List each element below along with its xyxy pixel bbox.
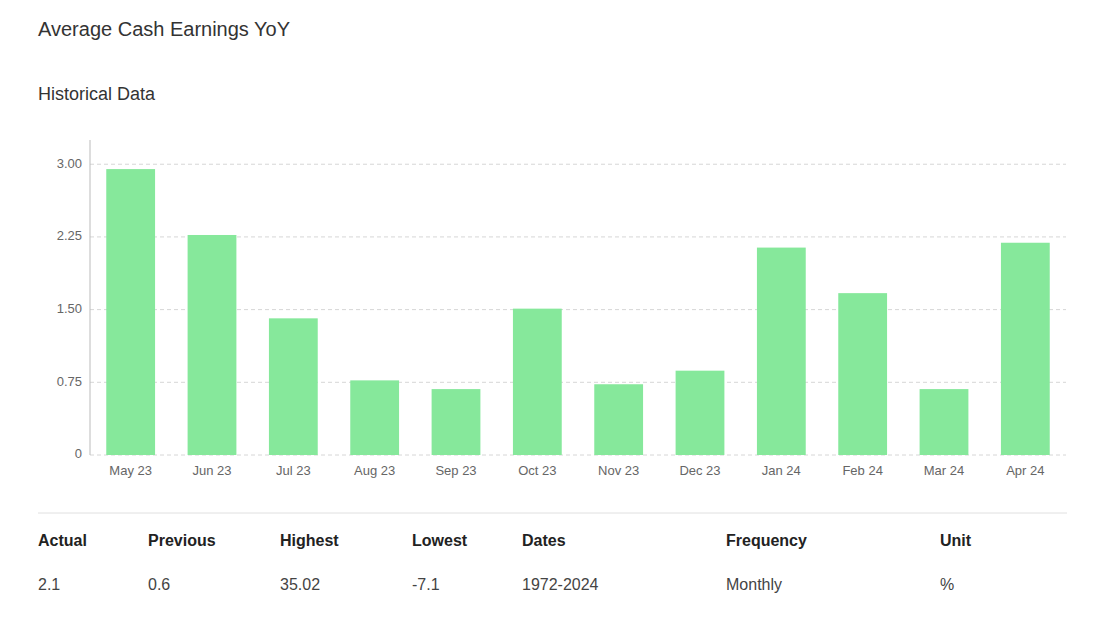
grid bbox=[90, 164, 1066, 455]
stat-value: 35.02 bbox=[280, 576, 320, 593]
bar bbox=[1001, 243, 1050, 455]
subtitle: Historical Data bbox=[38, 84, 156, 104]
x-ticks: May 23 Jun 23 Jul 23 Aug 23 Sep 23 Oct 23 Nov … bbox=[109, 463, 1044, 478]
stat-value: Monthly bbox=[726, 576, 782, 593]
x-tick-label: Oct 23 bbox=[518, 463, 556, 478]
bar bbox=[106, 169, 155, 455]
x-tick-label: Nov 23 bbox=[598, 463, 639, 478]
x-tick-label: Aug 23 bbox=[354, 463, 395, 478]
stat-value: 1972-2024 bbox=[522, 576, 599, 593]
y-tick-label: 0.75 bbox=[57, 374, 82, 389]
bar bbox=[676, 371, 725, 455]
y-tick-label: 2.25 bbox=[57, 228, 82, 243]
x-tick-label: Feb 24 bbox=[842, 463, 882, 478]
stats: Actual 2.1 Previous 0.6 Highest 35.02 Lowest -7… bbox=[38, 532, 972, 593]
y-tick-label: 0 bbox=[75, 446, 82, 461]
y-ticks: 0 0.75 1.50 2.25 3.00 bbox=[57, 156, 82, 462]
stat-label: Frequency bbox=[726, 532, 807, 549]
bar bbox=[188, 235, 237, 455]
stat-value: 0.6 bbox=[148, 576, 170, 593]
bar bbox=[269, 318, 318, 455]
bar bbox=[432, 389, 481, 455]
stat-label: Lowest bbox=[412, 532, 468, 549]
stat-value: 2.1 bbox=[38, 576, 60, 593]
stat-label: Unit bbox=[940, 532, 972, 549]
x-tick-label: Jun 23 bbox=[192, 463, 231, 478]
x-tick-label: May 23 bbox=[109, 463, 152, 478]
bar bbox=[350, 380, 399, 455]
x-tick-label: Apr 24 bbox=[1006, 463, 1044, 478]
x-tick-label: Jul 23 bbox=[276, 463, 311, 478]
stat-value: -7.1 bbox=[412, 576, 440, 593]
bar bbox=[838, 293, 887, 455]
separator bbox=[38, 513, 1067, 514]
stat-label: Actual bbox=[38, 532, 87, 549]
bar bbox=[594, 384, 643, 455]
x-tick-label: Sep 23 bbox=[435, 463, 476, 478]
stat-label: Highest bbox=[280, 532, 339, 549]
stat-label: Dates bbox=[522, 532, 566, 549]
stat-label: Previous bbox=[148, 532, 216, 549]
grid-line bbox=[90, 164, 1066, 165]
x-tick-label: Jan 24 bbox=[762, 463, 801, 478]
y-tick-label: 3.00 bbox=[57, 156, 82, 171]
x-tick-label: Mar 24 bbox=[924, 463, 964, 478]
x-tick-label: Dec 23 bbox=[679, 463, 720, 478]
y-axis-line bbox=[90, 140, 91, 455]
stat-value: % bbox=[940, 576, 954, 593]
background bbox=[0, 0, 1100, 622]
title: Average Cash Earnings YoY bbox=[38, 18, 290, 40]
chart: Average Cash Earnings YoY Historical Data… bbox=[0, 0, 1100, 622]
bar bbox=[757, 248, 806, 455]
bar bbox=[920, 389, 969, 455]
y-tick-label: 1.50 bbox=[57, 301, 82, 316]
bars bbox=[106, 169, 1049, 455]
bar bbox=[513, 309, 562, 455]
